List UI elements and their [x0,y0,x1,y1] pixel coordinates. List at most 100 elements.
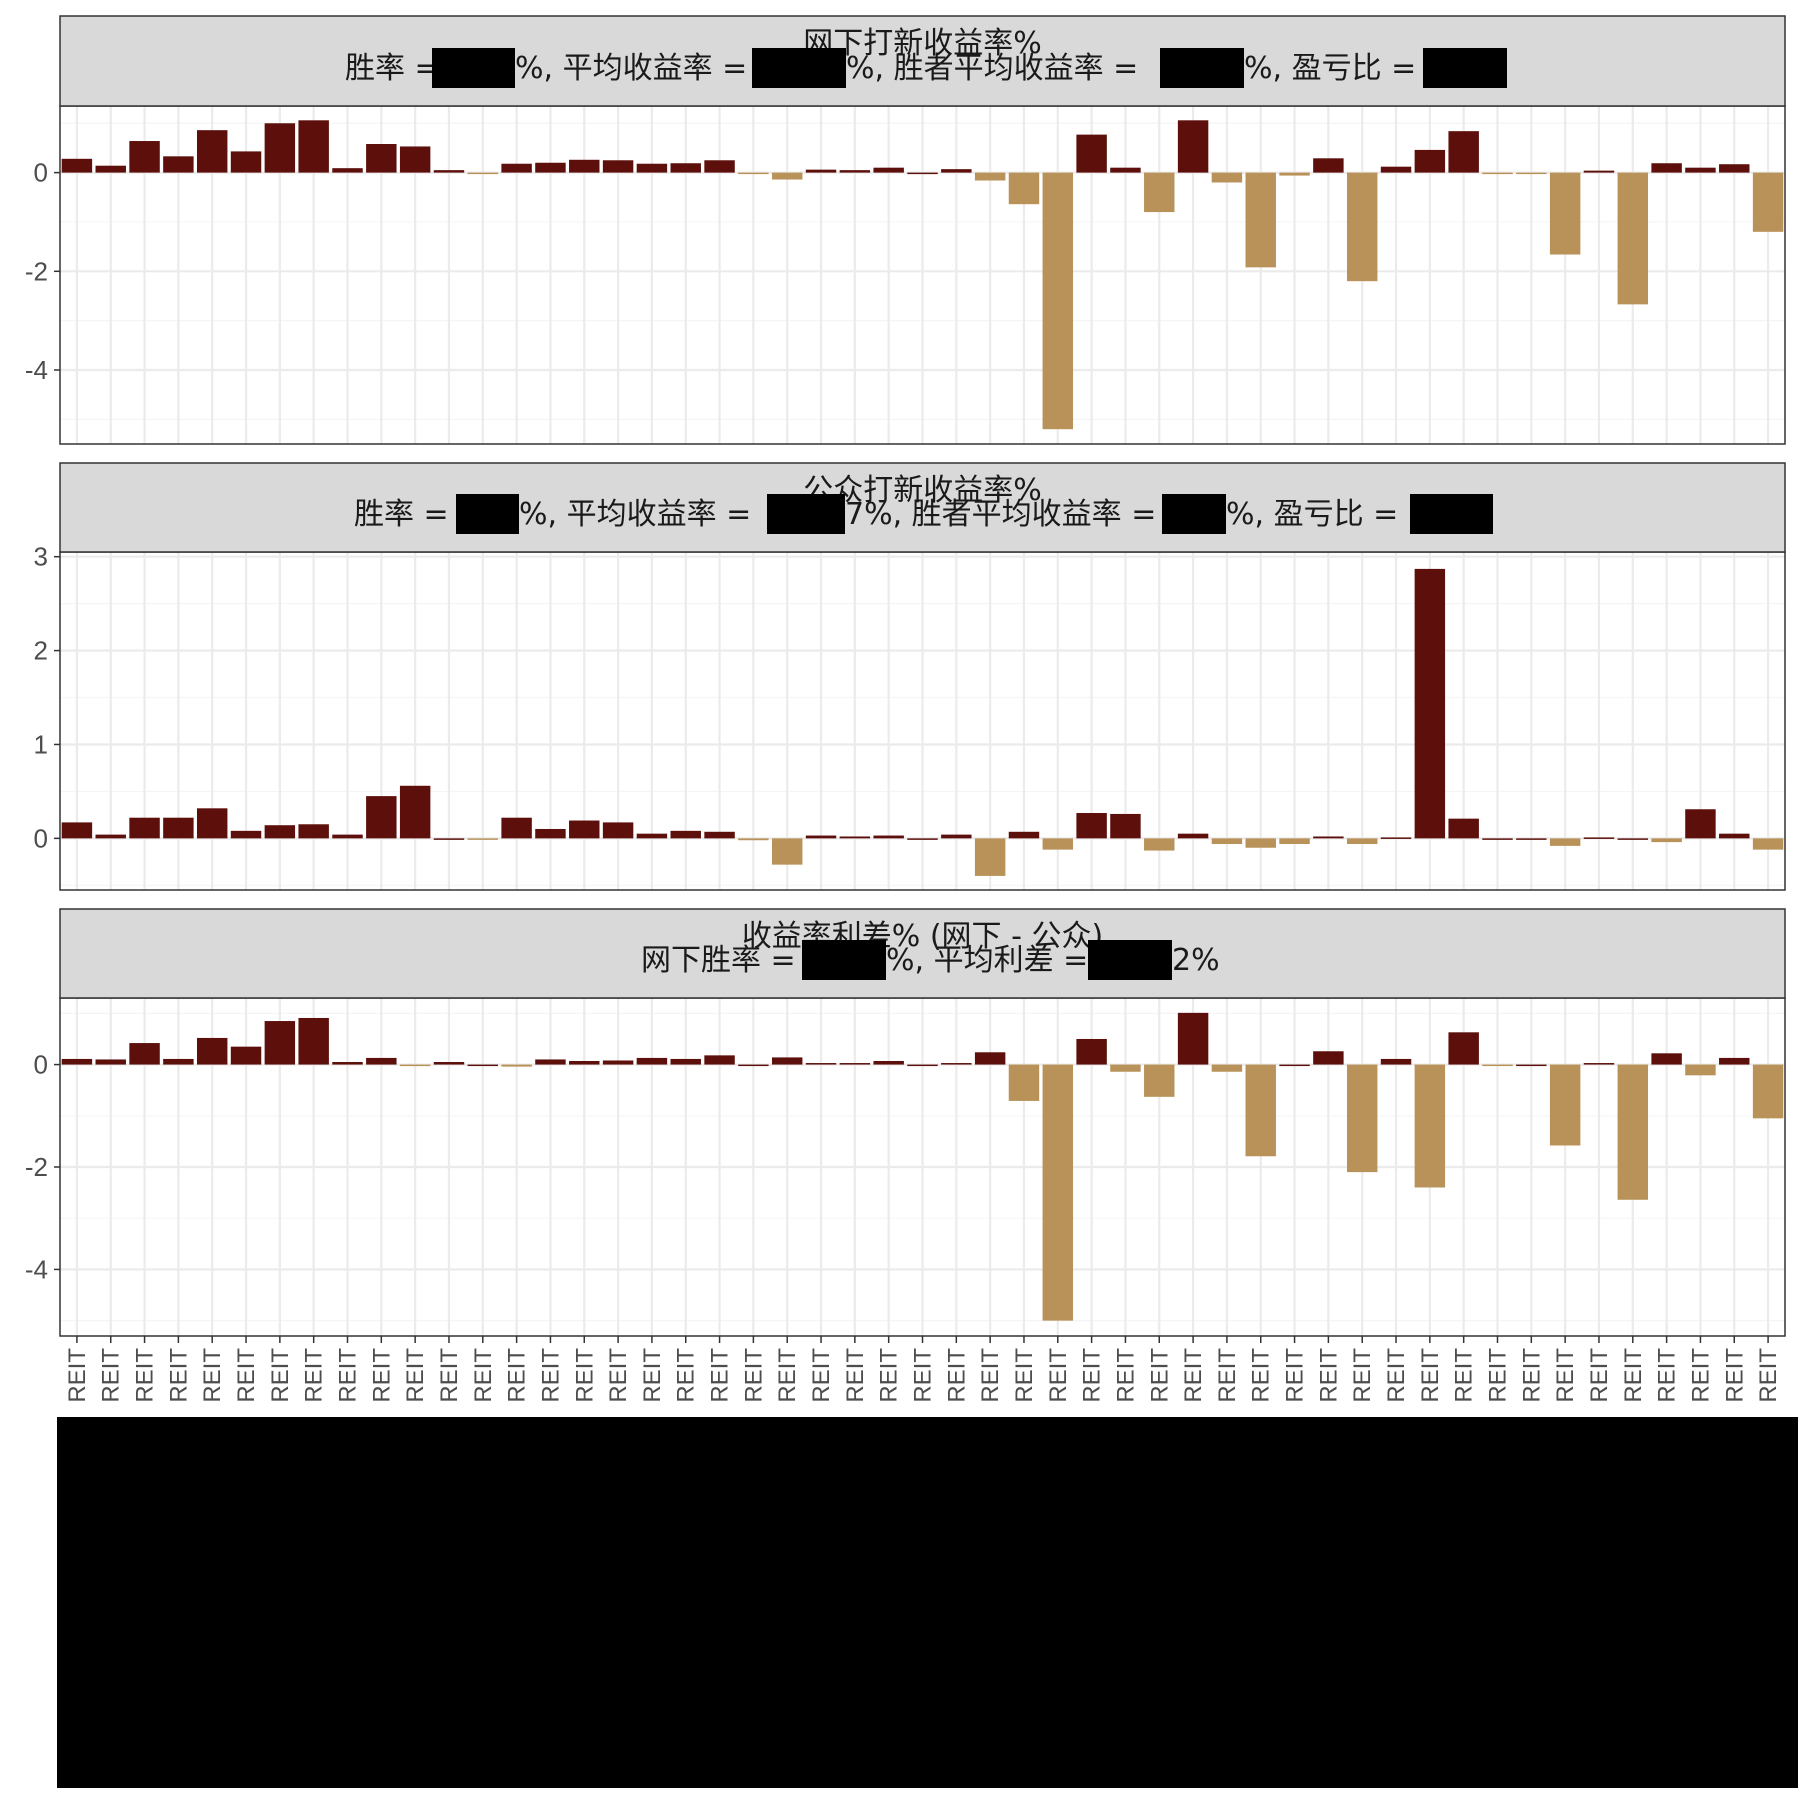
bar [1110,813,1141,839]
redaction-box [1088,940,1172,980]
panel-subtitle-part: %, 盈亏比 = [1244,51,1416,86]
x-tick-label: REIT [132,1348,159,1403]
bar [366,1057,397,1065]
bar [1042,1064,1074,1321]
redaction-box [1160,48,1244,88]
bar [1685,809,1716,839]
bar [1583,837,1615,839]
bar [1448,1032,1479,1065]
bar [636,833,668,839]
bar [501,163,532,173]
bar [1313,158,1344,173]
bar [535,828,566,839]
bar [298,120,329,173]
x-tick-label: REIT [1112,1348,1139,1403]
x-tick-label: REIT [470,1348,497,1403]
bar [805,169,837,173]
bar [1448,818,1479,839]
x-tick-label: REIT [64,1348,91,1403]
y-tick-label: -2 [25,256,48,286]
x-tick-label: REIT [1721,1348,1748,1403]
x-tick-label: REIT [1687,1348,1714,1403]
bar [467,172,499,175]
x-tick-label: REIT [1417,1348,1444,1403]
bar [1448,131,1479,173]
y-tick-label: 1 [34,729,48,759]
bar [1549,838,1581,846]
strip-background [59,462,1786,553]
x-tick-label: REIT [165,1348,192,1403]
x-tick-label: REIT [842,1348,869,1403]
x-tick-label: REIT [673,1348,700,1403]
bar [1245,838,1276,848]
x-tick-label: REIT [707,1348,734,1403]
bar [1651,163,1682,173]
bar [1719,833,1750,839]
bar [941,1063,972,1065]
bar [163,156,194,173]
bar [433,1062,465,1065]
x-tick-label: REIT [199,1348,226,1403]
bar [1414,149,1446,173]
bar [1685,167,1716,173]
bar [163,817,194,839]
bar [1346,838,1378,844]
bar [738,172,769,175]
bar [264,1021,296,1065]
y-tick-label: -4 [25,355,48,385]
y-tick-label: -2 [25,1152,48,1182]
x-tick-label: REIT [977,1348,1004,1403]
bar [704,831,735,839]
bar [1313,1051,1344,1065]
bar [467,1064,499,1067]
bar [941,169,972,173]
bar [1042,838,1074,850]
bar [230,830,262,839]
x-tick-label: REIT [1045,1348,1072,1403]
bar [535,162,566,173]
strip-background [59,908,1786,999]
x-tick-label: REIT [301,1348,328,1403]
bar [1279,1064,1310,1067]
bar [1414,568,1446,839]
bar [1076,1038,1107,1065]
bar [1752,172,1784,232]
bar [704,160,735,173]
x-tick-label: REIT [98,1348,125,1403]
redaction-box [432,48,515,88]
bar [873,835,904,839]
panel-subtitle-part: %, 平均利差 = [886,943,1088,978]
bar [1245,1064,1276,1157]
x-tick-label: REIT [571,1348,598,1403]
x-tick-label: REIT [1485,1348,1512,1403]
bar [95,1059,126,1065]
y-tick-label: 2 [34,636,48,666]
bar [1549,1064,1581,1146]
bar [433,838,465,840]
panel-subtitle-part: 2% [1172,943,1220,978]
panel-subtitle-part: 7%, 胜者平均收益率 = [845,497,1156,532]
x-tick-label: REIT [740,1348,767,1403]
x-tick-label: REIT [1180,1348,1207,1403]
bar [332,1062,363,1065]
bar [1617,838,1649,840]
redaction-box [1423,48,1507,88]
bar [1245,172,1276,268]
redaction-box [456,494,519,534]
bar [907,838,938,840]
x-tick-label: REIT [943,1348,970,1403]
redaction-box [752,48,846,88]
bar [264,825,296,839]
bar [704,1055,735,1065]
bar [738,1064,769,1067]
panel-subtitle-part: %, 盈亏比 = [1226,497,1398,532]
x-tick-label: REIT [1586,1348,1613,1403]
x-tick-label: REIT [233,1348,260,1403]
bar [1042,172,1074,430]
x-tick-label: REIT [876,1348,903,1403]
bar [298,1017,329,1065]
bar [129,817,160,839]
bar [501,817,532,839]
